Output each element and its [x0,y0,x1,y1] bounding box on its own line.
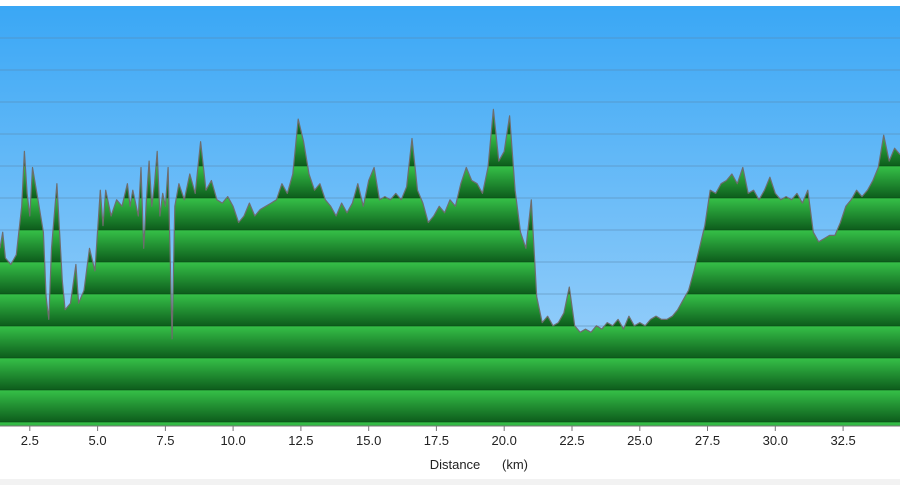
x-tick-label: 32.5 [830,433,855,448]
x-tick-label: 30.0 [763,433,788,448]
x-tick-label: 12.5 [288,433,313,448]
x-tick-label: 10.0 [220,433,245,448]
x-tick-label: 2.5 [21,433,39,448]
x-axis-ticks: 2.5 5.0 7.5 10.0 12.5 15.0 17.5 20.0 22.5 25.0 27.… [21,426,856,448]
x-tick-label: 5.0 [89,433,107,448]
footer-band [0,479,900,485]
elevation-area [0,109,900,426]
x-tick-label: 7.5 [156,433,174,448]
x-tick-label: 22.5 [559,433,584,448]
elevation-line [0,108,900,340]
x-tick-label: 27.5 [695,433,720,448]
x-axis-title: Distance [430,457,481,472]
x-tick-label: 17.5 [424,433,449,448]
x-axis-unit: (km) [502,457,528,472]
x-tick-label: 25.0 [627,433,652,448]
x-tick-label: 20.0 [492,433,517,448]
x-tick-label: 15.0 [356,433,381,448]
